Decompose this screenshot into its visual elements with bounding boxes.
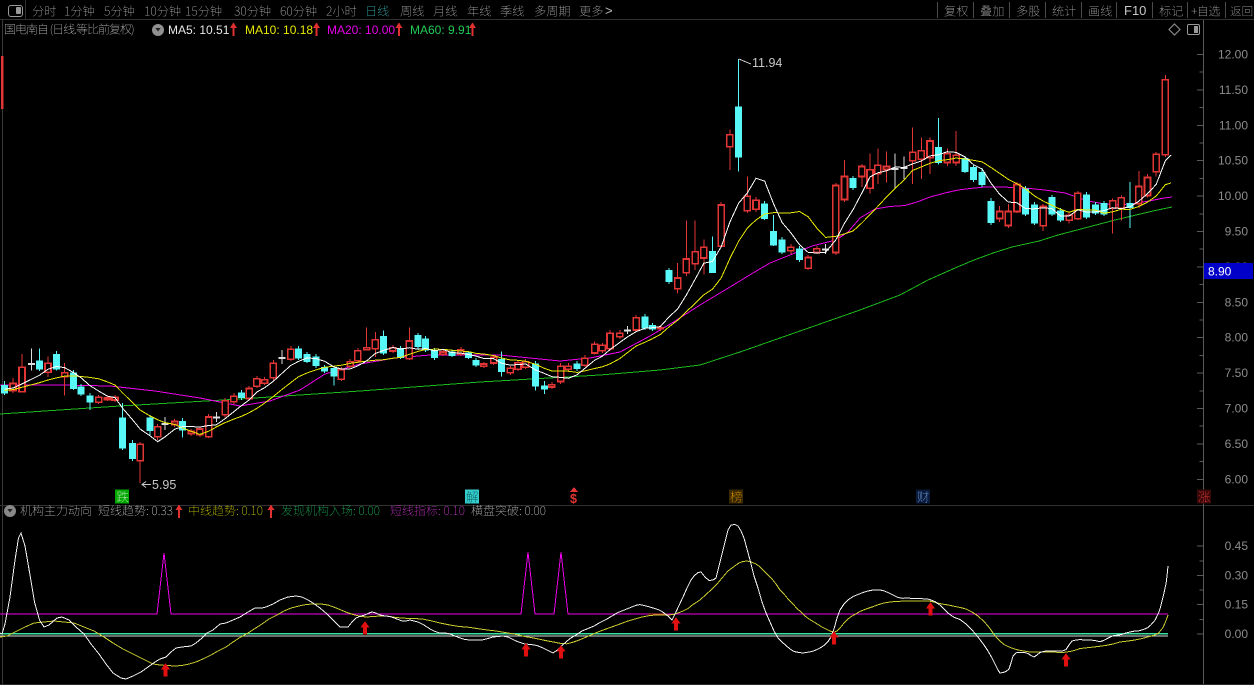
svg-text:6.50: 6.50 — [1225, 437, 1249, 451]
svg-text:10.00: 10.00 — [1218, 189, 1248, 203]
svg-text:12.00: 12.00 — [1218, 48, 1248, 62]
svg-text:11.00: 11.00 — [1219, 118, 1248, 132]
svg-text:6.00: 6.00 — [1225, 472, 1249, 486]
svg-text:10.50: 10.50 — [1218, 154, 1248, 168]
svg-text:8.90: 8.90 — [1208, 265, 1232, 279]
svg-text:0.00: 0.00 — [1225, 627, 1249, 641]
svg-text:8.00: 8.00 — [1225, 331, 1249, 345]
svg-text:7.50: 7.50 — [1225, 366, 1249, 380]
svg-text:8.50: 8.50 — [1225, 295, 1249, 309]
svg-text:7.00: 7.00 — [1225, 402, 1249, 416]
svg-text:0.15: 0.15 — [1225, 598, 1249, 612]
svg-text:11.50: 11.50 — [1219, 83, 1248, 97]
svg-text:11.94: 11.94 — [752, 56, 782, 70]
svg-text:0.45: 0.45 — [1225, 539, 1249, 553]
svg-text:5.95: 5.95 — [152, 478, 176, 492]
svg-text:9.50: 9.50 — [1225, 225, 1249, 239]
svg-text:0.30: 0.30 — [1225, 568, 1249, 582]
svg-text:$: $ — [570, 492, 577, 506]
